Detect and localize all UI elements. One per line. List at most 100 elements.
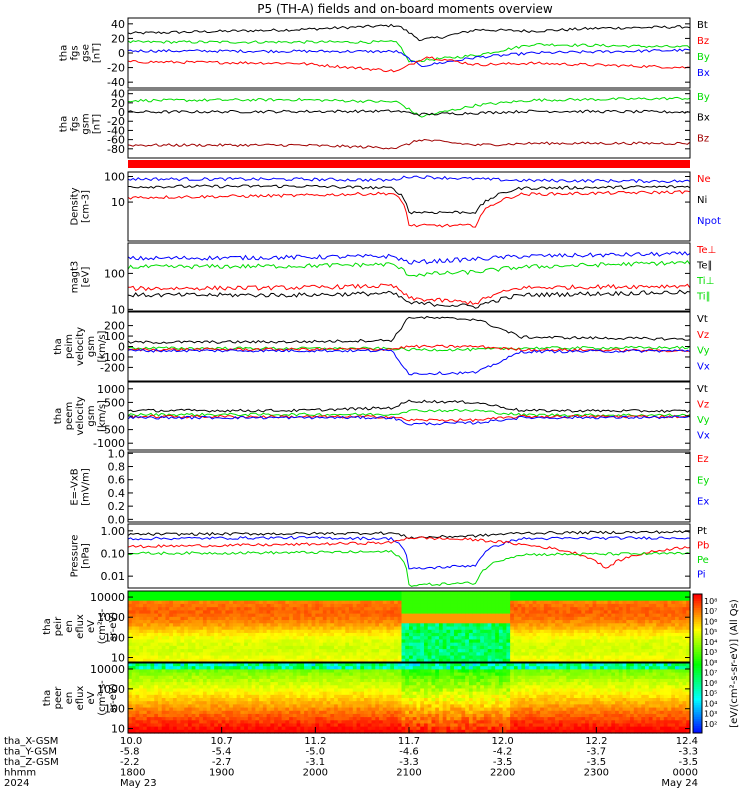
spectrogram-cell [244, 717, 249, 721]
spectrogram-cell [382, 620, 388, 624]
spectrogram-cell [277, 655, 283, 660]
spectrogram-cell [240, 707, 245, 712]
spectrogram-cell [232, 710, 238, 715]
spectrogram-cell [229, 594, 234, 599]
spectrogram-cell [525, 594, 530, 599]
spectrogram-cell [165, 626, 170, 631]
spectrogram-cell [615, 658, 620, 663]
spectrogram-cell [270, 597, 275, 602]
spectrogram-cell [360, 620, 365, 624]
spectrogram-cell [637, 620, 642, 624]
spectrogram-cell [195, 713, 200, 718]
spectrogram-cell [277, 685, 283, 690]
spectrogram-cell [262, 698, 268, 702]
spectrogram-cell [281, 591, 286, 595]
spectrogram-cell [274, 704, 279, 709]
spectrogram-cell [150, 720, 155, 725]
spectrogram-cell [364, 685, 369, 690]
spectrogram-cell [360, 623, 365, 628]
spectrogram-cell [199, 597, 204, 602]
spectrogram-cell [465, 594, 470, 599]
spectrogram-cell [172, 652, 178, 657]
spectrogram-cell [255, 623, 260, 628]
spectrogram-cell [675, 597, 680, 602]
spectrogram-cell [438, 603, 444, 608]
spectrogram-cell [214, 717, 219, 721]
spectrogram-cell [641, 613, 646, 618]
spectrogram-cell [495, 607, 500, 611]
spectrogram-cell [135, 710, 140, 715]
spectrogram-cell [660, 645, 665, 650]
spectrogram-cell [128, 678, 133, 683]
spectrogram-cell [214, 663, 219, 667]
spectrogram-cell [172, 636, 178, 641]
spectrogram-cell [600, 594, 605, 599]
spectrogram-cell [476, 629, 481, 634]
spectrogram-cell [128, 620, 133, 624]
spectrogram-cell [202, 658, 208, 663]
spectrogram-cell [626, 636, 631, 641]
spectrogram-cell [364, 723, 369, 728]
spectrogram-cell [184, 607, 189, 611]
spectrogram-cell [435, 649, 440, 653]
spectrogram-cell [600, 642, 605, 647]
spectrogram-cell [379, 649, 384, 653]
spectrogram-cell [300, 704, 305, 709]
spectrogram-cell [304, 607, 309, 611]
spectrogram-cell [191, 636, 197, 641]
spectrogram-cell [364, 632, 369, 637]
spectrogram-cell [161, 663, 167, 667]
spectrogram-cell [236, 704, 241, 709]
spectrogram-cell [142, 713, 148, 718]
spectrogram-cell [521, 652, 526, 657]
spectrogram-cell [315, 672, 320, 677]
spectrogram-cell [360, 642, 365, 647]
spectrogram-cell [157, 591, 163, 595]
spectrogram-cell [618, 636, 624, 641]
spectrogram-cell [180, 720, 185, 725]
spectrogram-cell [330, 600, 335, 605]
spectrogram-cell [457, 597, 463, 602]
spectrogram-cell [334, 707, 339, 712]
spectrogram-cell [236, 655, 241, 660]
spectrogram-cell [289, 597, 294, 602]
spectrogram-cell [495, 649, 500, 653]
spectrogram-cell [476, 632, 481, 637]
spectrogram-cell [304, 691, 309, 696]
spectrogram-cell [562, 597, 567, 602]
spectrogram-cell [525, 632, 530, 637]
spectrogram-cell [199, 649, 204, 653]
spectrogram-cell [618, 658, 624, 663]
spectrogram-cell [573, 626, 579, 631]
spectrogram-cell [540, 600, 545, 605]
spectrogram-cell [322, 678, 328, 683]
spectrogram-cell [255, 701, 260, 705]
spectrogram-cell [375, 691, 380, 696]
spectrogram-cell [251, 620, 256, 624]
spectrogram-cell [453, 597, 459, 602]
spectrogram-cell [334, 704, 339, 709]
spectrogram-cell [251, 726, 256, 731]
spectrogram-cell [498, 642, 504, 647]
spectrogram-cell [289, 694, 294, 699]
spectrogram-cell [326, 678, 331, 683]
spectrogram-cell [146, 669, 152, 674]
spectrogram-cell [266, 713, 271, 718]
spectrogram-cell [274, 666, 279, 670]
spectrogram-cell [645, 649, 650, 653]
spectrogram-cell [397, 655, 403, 660]
spectrogram-cell [600, 632, 605, 637]
spectrogram-cell [157, 720, 163, 725]
spectrogram-cell [375, 629, 380, 634]
spectrogram-cell [663, 639, 669, 644]
spectrogram-cell [446, 607, 451, 611]
spectrogram-cell [184, 729, 189, 734]
spectrogram-cell [304, 726, 309, 731]
spectrogram-cell [371, 623, 376, 628]
spectrogram-cell [221, 666, 227, 670]
spectrogram-cell [236, 652, 241, 657]
spectrogram-cell [502, 591, 508, 595]
spectrogram-cell [667, 597, 672, 602]
spectrogram-cell [289, 639, 294, 644]
spectrogram-cell [431, 658, 436, 663]
